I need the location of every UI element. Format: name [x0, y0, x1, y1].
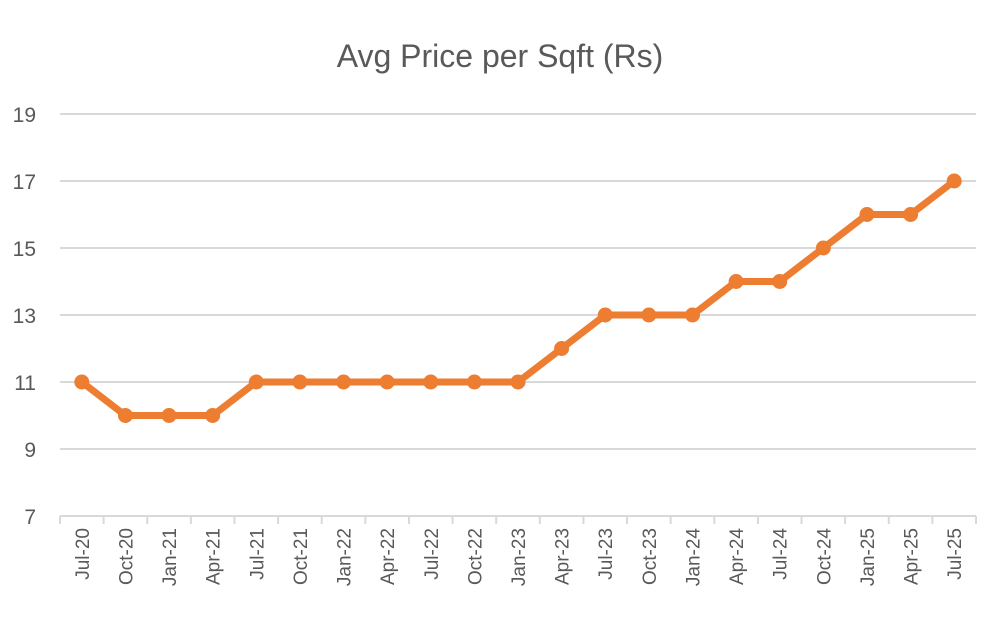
- data-point-marker: [510, 374, 526, 390]
- x-tick-label: Jul-24: [771, 528, 792, 580]
- data-point-marker: [248, 374, 264, 390]
- data-point-marker: [117, 408, 133, 423]
- data-point-marker: [554, 341, 570, 356]
- data-point-marker: [684, 307, 700, 323]
- data-point-marker: [379, 374, 395, 390]
- y-tick-label: 7: [24, 506, 36, 529]
- x-axis: Jul-20 Oct-20 Jan-21 Apr-21 Jul-21 Oct-21 Jan-…: [59, 516, 977, 587]
- data-point-marker: [946, 173, 962, 189]
- x-tick-label: Jul-25: [945, 528, 966, 580]
- x-tick-label: Apr-22: [378, 528, 399, 585]
- x-tick-label: Apr-24: [727, 528, 748, 585]
- x-tick-label: Oct-21: [291, 528, 312, 585]
- x-tick-label: Oct-22: [465, 528, 486, 585]
- y-tick-label: 15: [13, 238, 36, 261]
- x-tick-label: Jul-20: [73, 528, 94, 580]
- data-point-marker: [815, 240, 831, 256]
- x-tick-label: Jul-22: [422, 528, 443, 580]
- data-point-marker: [859, 207, 875, 222]
- x-tick-label: Jan-21: [160, 528, 181, 586]
- x-tick-label: Jan-23: [509, 528, 530, 586]
- y-tick-label: 19: [13, 104, 36, 127]
- gridlines: [60, 113, 976, 517]
- data-point-marker: [205, 408, 221, 423]
- y-tick-label: 11: [14, 372, 36, 395]
- data-point-marker: [161, 408, 177, 423]
- data-point-marker: [336, 374, 352, 390]
- data-point-marker: [597, 307, 613, 323]
- y-tick-label: 9: [24, 439, 36, 462]
- y-axis-labels: 7 9 11 13 15 17 19: [13, 104, 36, 529]
- x-tick-label: Jan-22: [335, 528, 356, 586]
- data-point-marker: [74, 374, 90, 390]
- x-tick-label: Oct-24: [814, 528, 835, 585]
- x-tick-label: Apr-21: [204, 528, 225, 585]
- x-tick-label: Oct-20: [116, 528, 137, 585]
- x-tick-label: Jul-23: [596, 528, 617, 580]
- x-tick-label: Jan-25: [858, 528, 879, 586]
- data-point-marker: [466, 374, 482, 390]
- data-point-marker: [728, 274, 744, 289]
- data-point-marker: [772, 274, 788, 289]
- chart-title: Avg Price per Sqft (Rs): [336, 38, 664, 74]
- data-point-marker: [423, 374, 439, 390]
- x-tick-label: Oct-23: [640, 528, 661, 585]
- x-tick-label: Jan-24: [683, 528, 704, 587]
- data-point-marker: [641, 307, 657, 323]
- x-tick-label: Apr-23: [553, 528, 574, 585]
- y-tick-label: 17: [13, 171, 36, 194]
- x-tick-label: Jul-21: [247, 528, 268, 580]
- x-tick-label: Apr-25: [902, 528, 923, 585]
- data-point-marker: [903, 207, 919, 222]
- y-tick-label: 13: [13, 305, 36, 328]
- data-series: [74, 173, 962, 423]
- data-point-marker: [292, 374, 308, 390]
